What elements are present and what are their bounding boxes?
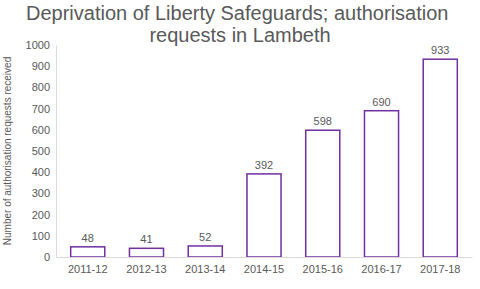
bar: [423, 59, 457, 257]
x-axis-line: [57, 257, 473, 258]
title-line: requests in Lambeth: [149, 24, 330, 46]
y-axis-title: Number of authorisation requests receive…: [2, 57, 13, 245]
bar: [306, 130, 340, 257]
y-tick: 600: [32, 124, 56, 136]
y-tick-label: 0: [44, 251, 50, 263]
y-tick-label: 400: [32, 166, 50, 178]
y-tick-label: 500: [32, 145, 50, 157]
x-tick: 2013-14: [185, 257, 225, 275]
data-label: 48: [82, 232, 94, 244]
x-tick: 2014-15: [244, 257, 284, 275]
x-tick-label: 2015-16: [303, 263, 343, 275]
x-tick-label: 2013-14: [185, 263, 225, 275]
y-tick-label: 700: [32, 103, 50, 115]
data-label: 598: [314, 115, 332, 127]
bar: [129, 248, 163, 257]
data-label: 690: [372, 96, 390, 108]
y-tick: 1000: [26, 39, 56, 51]
data-label: 392: [255, 159, 273, 171]
title-line: Deprivation of Liberty Safeguards; autho…: [26, 2, 454, 24]
y-tick-label: 800: [32, 81, 50, 93]
bar: [364, 111, 398, 257]
chart-container: Deprivation of Liberty Safeguards; autho…: [0, 0, 480, 289]
y-tick-label: 600: [32, 124, 50, 136]
x-tick-label: 2011-12: [68, 263, 108, 275]
chart-svg: Deprivation of Liberty Safeguards; autho…: [0, 0, 480, 289]
x-tick: 2011-12: [68, 257, 108, 275]
x-tick-label: 2014-15: [244, 263, 284, 275]
bar: [188, 246, 222, 257]
x-tick: 2015-16: [303, 257, 343, 275]
data-labels: 48 41 52 392 598 690 933: [82, 44, 450, 245]
data-label: 933: [431, 44, 449, 56]
x-tick: 2017-18: [420, 257, 460, 275]
x-tick: 2012-13: [126, 257, 166, 275]
bars: [71, 59, 458, 257]
y-axis: 0 100 200 300 400 500 600 700 800 900 1000: [26, 39, 57, 263]
x-tick-label: 2012-13: [126, 263, 166, 275]
y-tick: 100: [32, 230, 56, 242]
y-tick: 700: [32, 103, 56, 115]
x-axis: 2011-12 2012-13 2013-14 2014-15 2015-16 2016-…: [57, 257, 473, 275]
y-tick: 500: [32, 145, 56, 157]
y-tick-label: 200: [32, 209, 50, 221]
y-tick: 300: [32, 187, 56, 199]
y-tick: 800: [32, 81, 56, 93]
bar: [71, 247, 105, 257]
y-tick-label: 300: [32, 187, 50, 199]
y-tick: 400: [32, 166, 56, 178]
y-tick-label: 1000: [26, 39, 50, 51]
y-tick: 0: [44, 251, 56, 263]
x-tick-label: 2016-17: [361, 263, 401, 275]
y-tick: 900: [32, 60, 56, 72]
y-tick-label: 100: [32, 230, 50, 242]
y-tick-label: 900: [32, 60, 50, 72]
chart-title: Deprivation of Liberty Safeguards; autho…: [26, 2, 454, 46]
x-tick-label: 2017-18: [420, 263, 460, 275]
plot-area: 010020030040050060070080090010002011-122…: [26, 39, 473, 275]
y-tick: 200: [32, 209, 56, 221]
data-label: 52: [199, 231, 211, 243]
bar: [247, 174, 281, 257]
y-axis-line: [56, 46, 57, 258]
x-tick: 2016-17: [361, 257, 401, 275]
data-label: 41: [140, 233, 152, 245]
